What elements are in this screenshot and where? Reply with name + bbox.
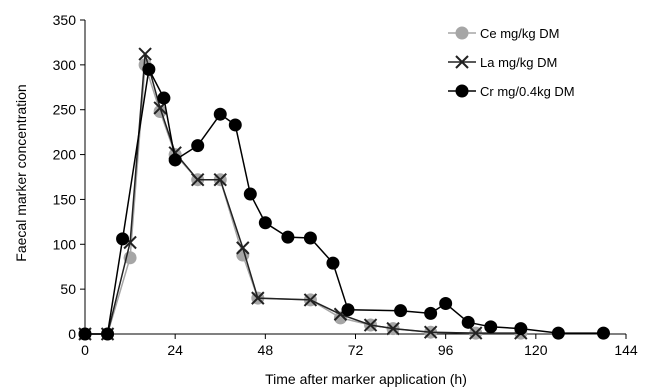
x-tick-label: 72 [348, 342, 364, 358]
data-point [142, 62, 156, 76]
x-tick-label: 96 [438, 342, 454, 358]
y-tick-label: 150 [53, 191, 77, 207]
legend-label: Ce mg/kg DM [480, 26, 559, 41]
data-point [236, 241, 250, 255]
series-layer [78, 47, 610, 341]
y-tick-label: 300 [53, 57, 77, 73]
legend-marker [455, 84, 469, 98]
data-point [213, 172, 227, 187]
data-point [303, 293, 318, 307]
x-marker-stroke [138, 47, 152, 61]
data-point [191, 172, 205, 187]
data-point [251, 291, 265, 305]
x-marker-stroke [469, 326, 483, 340]
data-point [168, 153, 182, 167]
data-point [243, 187, 257, 201]
x-marker-stroke [236, 241, 250, 255]
data-point [303, 231, 317, 245]
series-1 [78, 58, 528, 341]
data-point [116, 232, 130, 246]
y-tick-label: 50 [60, 281, 76, 297]
legend: Ce mg/kg DM La mg/kg DM Cr mg/0.4kg DM [448, 26, 575, 99]
data-point [596, 326, 610, 340]
data-point [341, 303, 355, 317]
x-marker-stroke [303, 293, 318, 307]
series-line [85, 53, 521, 335]
data-point [191, 139, 205, 153]
y-tick-label: 350 [53, 12, 77, 28]
data-point [78, 327, 92, 341]
legend-label: Cr mg/0.4kg DM [480, 84, 575, 99]
x-axis-title: Time after marker application (h) [265, 371, 467, 387]
x-tick-label: 144 [614, 342, 638, 358]
data-point [236, 248, 250, 262]
legend-label: La mg/kg DM [480, 55, 557, 70]
x-marker-stroke [386, 321, 400, 336]
data-point [258, 216, 272, 230]
x-marker-stroke [363, 318, 378, 332]
data-point [461, 315, 475, 329]
data-point [101, 327, 115, 341]
data-point [439, 296, 453, 310]
x-marker-stroke [251, 291, 265, 305]
data-point [281, 230, 295, 244]
data-point [153, 105, 167, 119]
data-point [469, 326, 483, 340]
x-marker-stroke [191, 172, 205, 187]
data-point [514, 322, 528, 336]
data-point [363, 318, 378, 332]
x-marker-stroke [455, 55, 469, 69]
data-point [394, 304, 408, 318]
y-tick-label: 200 [53, 147, 77, 163]
data-point [213, 107, 227, 121]
y-tick-label: 250 [53, 102, 77, 118]
x-marker-stroke [123, 235, 137, 250]
x-marker-stroke [213, 172, 227, 187]
data-point [424, 306, 438, 320]
axes: 0 50 100 150 200 250 300 350 0 24 48 72 96 120 144 [53, 12, 638, 358]
series-line [85, 64, 521, 335]
legend-marker [455, 26, 469, 40]
data-point [157, 91, 171, 105]
data-point [386, 321, 400, 336]
y-tick-label: 0 [68, 326, 76, 342]
x-tick-label: 0 [81, 342, 89, 358]
x-tick-label: 48 [258, 342, 274, 358]
data-point [138, 47, 152, 61]
x-marker-stroke [423, 325, 438, 339]
data-point [484, 320, 498, 334]
data-point [228, 118, 242, 132]
data-point [423, 325, 438, 339]
x-tick-label: 24 [167, 342, 183, 358]
y-tick-label: 100 [53, 236, 77, 252]
x-tick-label: 120 [524, 342, 548, 358]
data-point [326, 256, 340, 270]
data-point [551, 326, 565, 340]
series-3 [78, 62, 610, 341]
legend-marker [455, 55, 469, 69]
legend-item: Cr mg/0.4kg DM [448, 84, 575, 99]
legend-item: La mg/kg DM [448, 55, 557, 70]
legend-item: Ce mg/kg DM [448, 26, 559, 41]
y-axis-title: Faecal marker concentration [13, 84, 29, 261]
